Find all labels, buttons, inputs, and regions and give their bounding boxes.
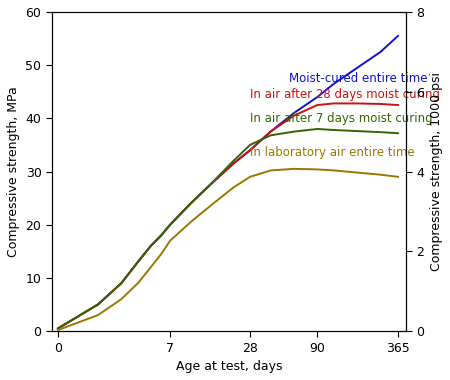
Text: Moist-cured entire time: Moist-cured entire time (289, 72, 428, 85)
Y-axis label: Compressive strength, 1000 psi: Compressive strength, 1000 psi (430, 72, 443, 271)
Y-axis label: Compressive strength, MPa: Compressive strength, MPa (7, 86, 20, 257)
Text: In air after 7 days moist curing: In air after 7 days moist curing (250, 112, 432, 125)
X-axis label: Age at test, days: Age at test, days (176, 360, 282, 373)
Text: In laboratory air entire time: In laboratory air entire time (250, 146, 414, 159)
Text: In air after 28 days moist curing: In air after 28 days moist curing (250, 88, 440, 101)
